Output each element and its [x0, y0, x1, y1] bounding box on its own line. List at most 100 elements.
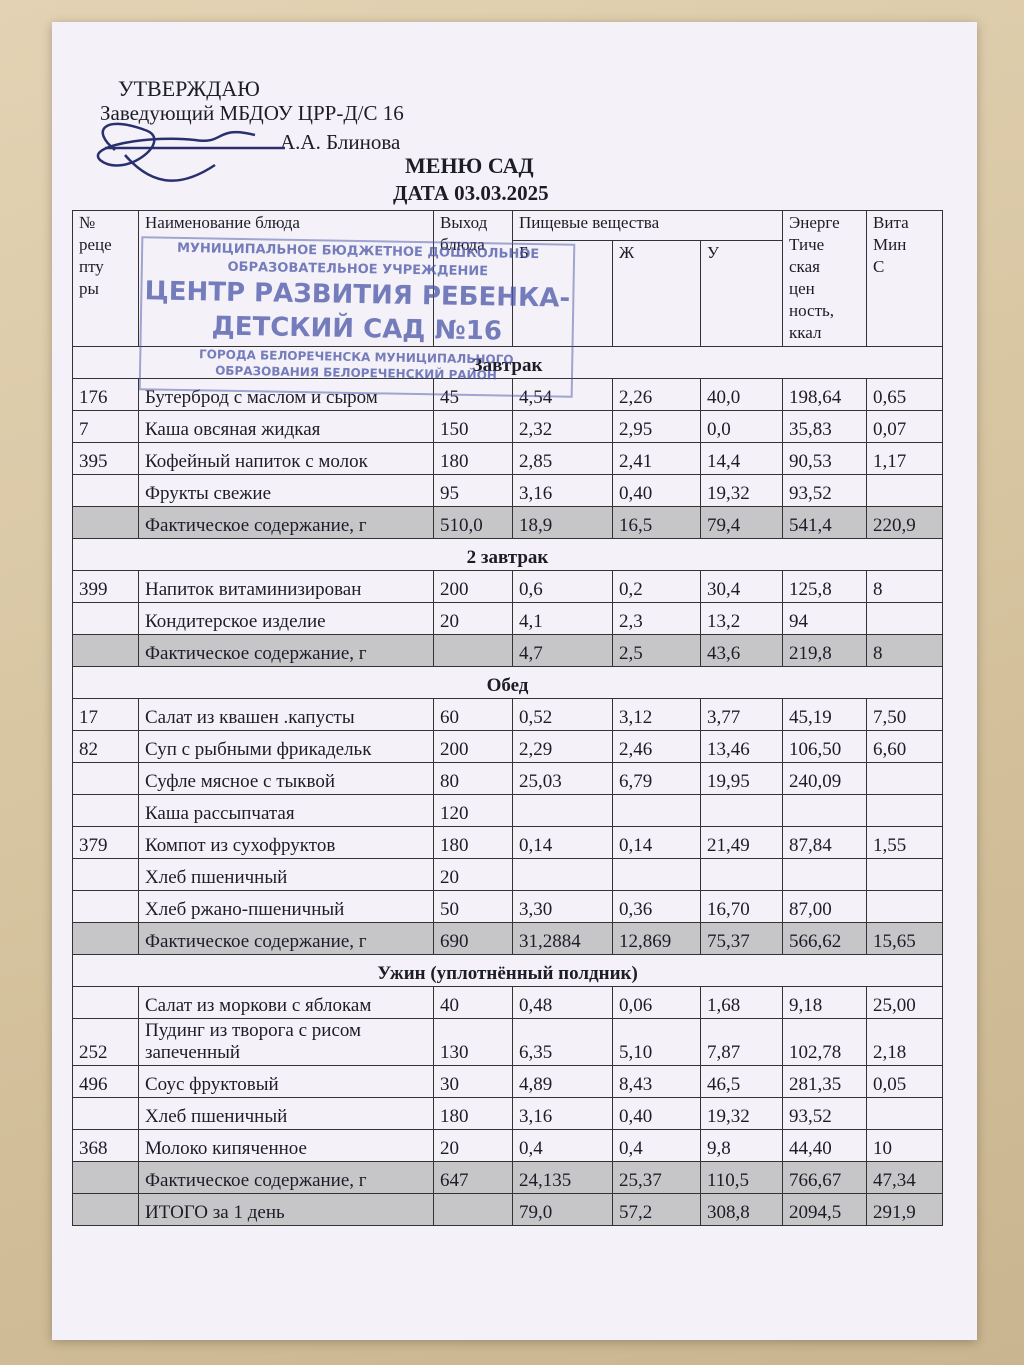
cell: 541,4: [782, 506, 868, 539]
cell: 125,8: [782, 570, 868, 603]
cell: 6,35: [512, 1018, 613, 1066]
section-title: Ужин (уплотнённый полдник): [71, 954, 944, 987]
dish-row: 7 Каша овсяная жидкая 150 2,32 2,95 0,0 35,83 0…: [72, 410, 944, 443]
cell: [612, 858, 701, 891]
dish-row: Каша рассыпчатая 120: [72, 794, 944, 827]
cell: 120: [433, 794, 513, 827]
cell: 20: [433, 1129, 513, 1162]
cell: 10: [866, 1129, 944, 1162]
cell: [866, 858, 944, 891]
cell: 50: [433, 890, 513, 923]
cell: 0,06: [612, 986, 701, 1019]
cell: 93,52: [782, 474, 868, 507]
cell: 496: [72, 1065, 139, 1098]
cell: [433, 634, 513, 667]
cell: [72, 506, 139, 539]
cell: 3,30: [512, 890, 613, 923]
cell: 368: [72, 1129, 139, 1162]
cell: 198,64: [782, 378, 868, 411]
total-row: Фактическое содержание, г 510,0 18,9 16,5 79…: [72, 506, 944, 539]
total-row: Фактическое содержание, г 690 31,2884 12,86…: [72, 922, 944, 955]
cell: 45,19: [782, 698, 868, 731]
cell: 79,4: [699, 506, 784, 539]
dish-row: 399 Напиток витаминизирован 200 0,6 0,2 30,4 1…: [72, 570, 944, 603]
header-cell: Пищевые вещества: [511, 210, 784, 241]
cell: [72, 858, 139, 891]
cell: 2,3: [612, 602, 701, 635]
cell: 13,46: [699, 730, 784, 763]
cell: 5,10: [612, 1018, 701, 1066]
cell: 4,54: [512, 378, 613, 411]
cell: 15,65: [866, 922, 944, 955]
cell: [433, 1193, 513, 1226]
header-cell: № реце пту ры: [72, 210, 139, 347]
cell: 19,32: [699, 474, 784, 507]
cell: 6,79: [612, 762, 701, 795]
cell: [512, 794, 613, 827]
section-title: Завтрак: [71, 346, 944, 379]
cell: 7,87: [699, 1018, 784, 1066]
cell: 2094,5: [782, 1193, 868, 1226]
dish-row: 17 Салат из квашен .капусты 60 0,52 3,12 3,77…: [72, 698, 944, 731]
cell: 150: [433, 410, 513, 443]
cell: 87,00: [782, 890, 868, 923]
cell: 2,32: [512, 410, 613, 443]
cell: 87,84: [782, 826, 868, 859]
cell: 18,9: [512, 506, 613, 539]
cell: 46,5: [699, 1065, 784, 1098]
cell: 252: [72, 1018, 139, 1066]
cell: 7: [72, 410, 139, 443]
dish-row: 252 Пудинг из творога с рисом запеченный 1…: [72, 1018, 944, 1066]
cell: 40: [433, 986, 513, 1019]
cell: 16,70: [699, 890, 784, 923]
dish-row: 395 Кофейный напиток с молок 180 2,85 2,41 14…: [72, 442, 944, 475]
cell: 90,53: [782, 442, 868, 475]
cell: 8,43: [612, 1065, 701, 1098]
cell: 647: [433, 1161, 513, 1194]
cell: Каша рассыпчатая: [138, 794, 434, 827]
cell: [612, 794, 701, 827]
header-cell: Выход блюда: [433, 210, 513, 347]
cell: 200: [433, 570, 513, 603]
header-cell: Ж: [612, 240, 701, 347]
section-title: 2 завтрак: [71, 538, 944, 571]
stamp-line: ЦЕНТР РАЗВИТИЯ РЕБЕНКА-: [144, 276, 571, 314]
cell: 2,41: [612, 442, 701, 475]
cell: 566,62: [782, 922, 868, 955]
dish-row: Хлеб ржано-пшеничный 50 3,30 0,36 16,70 87,00: [72, 890, 944, 923]
cell: [72, 794, 139, 827]
cell: Хлеб пшеничный: [138, 858, 434, 891]
cell: 3,12: [612, 698, 701, 731]
dish-row: Суфле мясное с тыквой 80 25,03 6,79 19,95 240…: [72, 762, 944, 795]
total-row: Фактическое содержание, г 647 24,135 25,37 1…: [72, 1161, 944, 1194]
cell: 31,2884: [512, 922, 613, 955]
cell: Суп с рыбными фрикадельк: [138, 730, 434, 763]
table-body: Завтрак 176 Бутерброд с маслом и сыром 45 4,…: [71, 346, 944, 1226]
cell: 47,34: [866, 1161, 944, 1194]
cell: 19,95: [699, 762, 784, 795]
menu-date: ДАТА 03.03.2025: [393, 181, 549, 205]
dish-row: Кондитерское изделие 20 4,1 2,3 13,2 94: [72, 602, 944, 635]
stamp-line: ДЕТСКИЙ САД №16: [211, 311, 503, 347]
cell: 16,5: [612, 506, 701, 539]
cell: 20: [433, 602, 513, 635]
cell: 9,8: [699, 1129, 784, 1162]
cell: 57,2: [612, 1193, 701, 1226]
cell: 291,9: [866, 1193, 944, 1226]
cell: 180: [433, 1097, 513, 1130]
cell: 2,95: [612, 410, 701, 443]
cell: 240,09: [782, 762, 868, 795]
cell: Кофейный напиток с молок: [138, 442, 434, 475]
cell: 176: [72, 378, 139, 411]
cell: [866, 602, 944, 635]
dish-row: 82 Суп с рыбными фрикадельк 200 2,29 2,46 13,…: [72, 730, 944, 763]
cell: Салат из моркови с яблокам: [138, 986, 434, 1019]
cell: 510,0: [433, 506, 513, 539]
cell: 766,67: [782, 1161, 868, 1194]
cell: 3,16: [512, 1097, 613, 1130]
header-cell: Вита Мин С: [866, 210, 944, 347]
cell: [72, 634, 139, 667]
cell: Каша овсяная жидкая: [138, 410, 434, 443]
cell: 0,52: [512, 698, 613, 731]
cell: 180: [433, 826, 513, 859]
